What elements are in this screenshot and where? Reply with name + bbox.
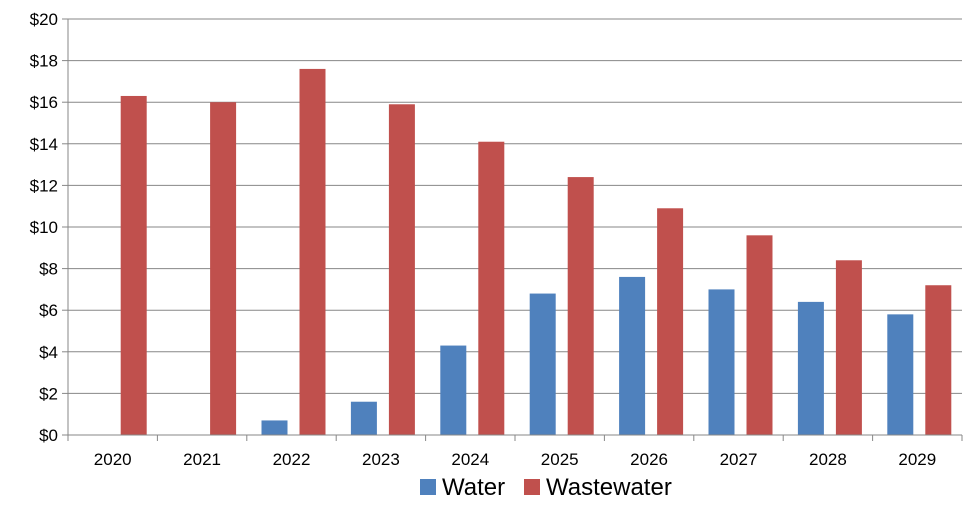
bar-water-2028 bbox=[797, 301, 824, 435]
y-tick-label: $8 bbox=[39, 260, 58, 279]
x-tick-label: 2026 bbox=[630, 450, 668, 469]
x-tick-label: 2029 bbox=[898, 450, 936, 469]
bars bbox=[120, 68, 952, 436]
y-tick-label: $12 bbox=[30, 176, 58, 195]
bar-wastewater-2020 bbox=[120, 95, 147, 436]
y-tick-label: $18 bbox=[30, 52, 58, 71]
x-tick-label: 2024 bbox=[451, 450, 489, 469]
bar-wastewater-2024 bbox=[478, 141, 505, 435]
y-tick-label: $0 bbox=[39, 426, 58, 445]
bar-wastewater-2029 bbox=[925, 285, 952, 435]
y-tick-label: $20 bbox=[30, 10, 58, 29]
y-tick-label: $16 bbox=[30, 93, 58, 112]
bar-water-2023 bbox=[350, 401, 377, 435]
y-tick-label: $14 bbox=[30, 135, 58, 154]
bar-wastewater-2021 bbox=[210, 102, 237, 435]
bar-water-2022 bbox=[261, 420, 288, 435]
bar-wastewater-2026 bbox=[657, 208, 684, 435]
bar-wastewater-2022 bbox=[299, 68, 326, 436]
x-tick-label: 2023 bbox=[362, 450, 400, 469]
x-tick-label: 2027 bbox=[720, 450, 758, 469]
x-tick-label: 2022 bbox=[273, 450, 311, 469]
legend-swatch-wastewater bbox=[524, 479, 540, 495]
bar-water-2026 bbox=[619, 276, 646, 435]
x-tick-label: 2020 bbox=[94, 450, 132, 469]
x-axis-tick-labels: 2020 2021 2022 2023 2024 2025 2026 2027 2028 2029 bbox=[94, 450, 936, 469]
bar-wastewater-2028 bbox=[835, 260, 862, 435]
legend: Water Wastewater bbox=[420, 474, 672, 501]
x-tick-label: 2025 bbox=[541, 450, 579, 469]
axes bbox=[62, 18, 963, 441]
y-tick-label: $4 bbox=[39, 343, 58, 362]
bar-water-2027 bbox=[708, 289, 735, 435]
legend-label-water: Water bbox=[442, 474, 505, 501]
x-tick-label: 2028 bbox=[809, 450, 847, 469]
bar-water-2029 bbox=[887, 314, 914, 435]
bar-wastewater-2027 bbox=[746, 235, 773, 435]
y-tick-label: $2 bbox=[39, 384, 58, 403]
y-tick-label: $10 bbox=[30, 218, 58, 237]
bar-water-2025 bbox=[529, 293, 556, 435]
grid-lines bbox=[68, 18, 962, 394]
x-tick-label: 2021 bbox=[183, 450, 221, 469]
y-axis-tick-labels: $0 $2 $4 $6 $8 $10 $12 $14 $16 $18 $20 bbox=[30, 10, 58, 445]
bar-wastewater-2023 bbox=[388, 104, 415, 435]
bar-wastewater-2025 bbox=[567, 177, 594, 435]
y-tick-label: $6 bbox=[39, 301, 58, 320]
legend-swatch-water bbox=[420, 479, 436, 495]
bar-water-2024 bbox=[440, 345, 467, 435]
legend-label-wastewater: Wastewater bbox=[546, 474, 672, 501]
